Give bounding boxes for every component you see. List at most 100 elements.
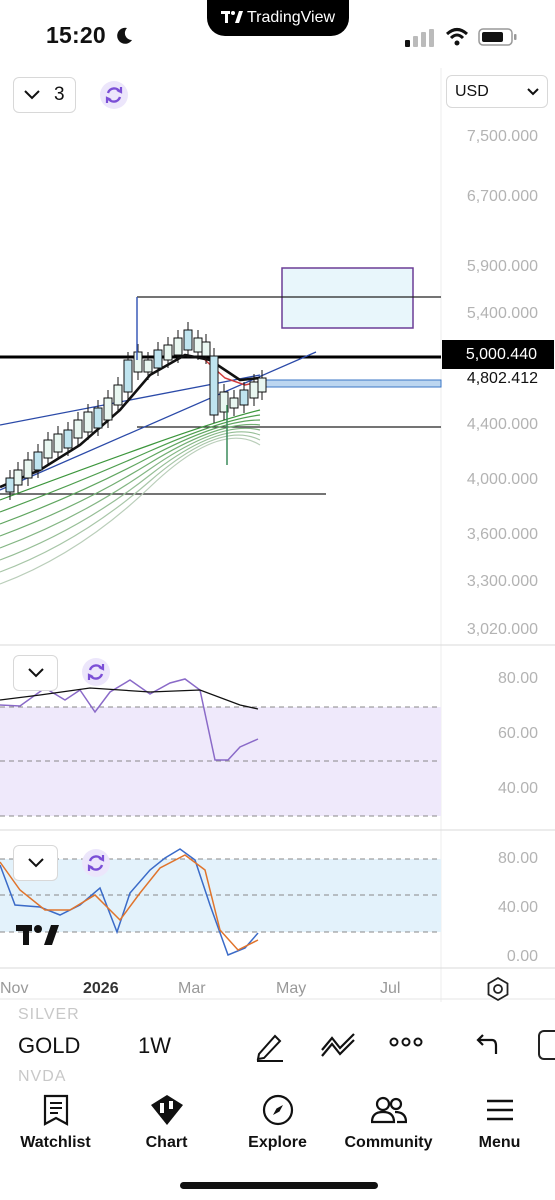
chart-icon <box>150 1095 183 1125</box>
price-axis-label: 6,700.000 <box>466 188 538 205</box>
time-axis-label: May <box>276 980 307 997</box>
price-axis-label: 7,500.000 <box>466 128 538 145</box>
candle-body <box>23 459 33 479</box>
sync-icon[interactable] <box>100 81 128 109</box>
nav-label: Watchlist <box>20 1134 91 1151</box>
home-indicator <box>180 1182 378 1189</box>
stoch-axis-label: 80.00 <box>497 850 538 867</box>
bottom-navigation: Watchlist Chart Explore Community Menu <box>0 1088 555 1160</box>
timeframe-selector[interactable]: 1W <box>138 1033 171 1058</box>
battery-icon <box>478 27 518 52</box>
price-axis-label: 4,000.000 <box>466 471 538 488</box>
indicators-icon[interactable] <box>320 1030 358 1063</box>
price-axis-label: 4,400.000 <box>466 416 538 433</box>
ribbon-line <box>0 414 261 513</box>
candle-body <box>103 397 113 421</box>
symbol-selector[interactable]: GOLD <box>18 1033 81 1058</box>
time-axis-label: Nov <box>0 980 29 997</box>
currency-select[interactable]: USD <box>446 75 548 108</box>
price-axis-label: 3,600.000 <box>466 526 538 543</box>
ribbon-line <box>0 434 261 573</box>
candle-body <box>133 351 143 373</box>
candle-body <box>93 407 103 429</box>
price-axis-label: 3,020.000 <box>466 621 538 638</box>
sync-icon[interactable] <box>82 849 110 877</box>
nav-menu[interactable]: Menu <box>444 1088 555 1160</box>
chevron-down-icon <box>527 87 539 95</box>
undo-icon[interactable] <box>472 1030 500 1063</box>
price-axis-label: 3,300.000 <box>466 573 538 590</box>
candle-body <box>219 391 229 413</box>
ribbon-line <box>0 409 261 501</box>
more-dots-icon[interactable] <box>388 1035 424 1054</box>
candle-body <box>63 429 73 449</box>
ribbon-line <box>0 419 261 525</box>
chart-settings-icon[interactable] <box>485 976 511 1007</box>
candle-body <box>53 433 63 453</box>
nav-watchlist[interactable]: Watchlist <box>0 1088 111 1160</box>
rsi-line <box>0 678 259 761</box>
chevron-down-icon <box>24 90 40 100</box>
moving-average-line <box>0 353 261 489</box>
trend-line <box>0 351 317 491</box>
rsi-axis-label: 40.00 <box>497 780 538 797</box>
status-time: 15:20 <box>46 22 106 48</box>
candle-body <box>193 337 203 353</box>
nav-label: Menu <box>478 1134 521 1151</box>
candle-body <box>153 349 163 369</box>
last-price-label: 4,802.412 <box>466 370 538 387</box>
nav-community[interactable]: Community <box>333 1088 444 1160</box>
time-axis-label: 2026 <box>83 980 119 997</box>
time-axis-label: Mar <box>178 980 206 997</box>
indicators-collapse-button[interactable]: 3 <box>13 77 76 113</box>
rsi-collapse-button[interactable] <box>13 655 58 691</box>
stoch-k-line <box>0 848 259 956</box>
tradingview-logo-icon <box>220 10 243 27</box>
candle-body <box>43 439 53 459</box>
chevron-down-icon <box>27 858 44 868</box>
candle-body <box>201 341 211 357</box>
stoch-axis-label: 40.00 <box>497 899 538 916</box>
target-box <box>281 267 414 329</box>
candle-body <box>143 359 153 373</box>
signal-icon <box>405 29 435 52</box>
candle-body <box>257 377 267 393</box>
candle-body <box>163 344 173 361</box>
nav-chart[interactable]: Chart <box>111 1088 222 1160</box>
time-axis-label: Jul <box>380 980 401 997</box>
candle-body <box>73 419 83 439</box>
compass-icon <box>262 1094 293 1126</box>
menu-icon <box>486 1099 513 1121</box>
nav-explore[interactable]: Explore <box>222 1088 333 1160</box>
app-name: TradingView <box>246 9 336 26</box>
nav-label: Explore <box>248 1134 307 1151</box>
stoch-d-line <box>0 854 259 951</box>
price-axis-label: 5,400.000 <box>466 305 538 322</box>
sync-icon[interactable] <box>82 658 110 686</box>
candle-body <box>173 337 183 356</box>
candle-body <box>113 384 123 406</box>
ghost-symbol-above[interactable]: SILVER <box>18 1006 80 1023</box>
nav-label: Chart <box>145 1134 188 1151</box>
indicator-count: 3 <box>54 84 65 105</box>
candle-body <box>33 451 43 471</box>
nav-label: Community <box>344 1134 433 1151</box>
candle-body <box>239 389 249 406</box>
rsi-axis-label: 60.00 <box>497 725 538 742</box>
price-chart[interactable] <box>0 68 555 1002</box>
last-price-band <box>257 379 442 388</box>
current-price-label: 5,000.440 <box>442 340 554 369</box>
candle-body <box>123 359 133 393</box>
app-pill: TradingView <box>207 0 349 36</box>
ribbon-line <box>0 437 261 585</box>
ribbon-line <box>0 431 261 561</box>
price-axis-label: 5,900.000 <box>466 258 538 275</box>
watchlist-icon <box>43 1094 68 1126</box>
tradingview-watermark-icon <box>16 923 60 952</box>
redo-icon[interactable] <box>538 1030 555 1060</box>
ghost-symbol-below[interactable]: NVDA <box>18 1068 67 1085</box>
stoch-collapse-button[interactable] <box>13 845 58 881</box>
community-icon <box>370 1096 407 1124</box>
drawing-pen-icon[interactable] <box>253 1028 287 1067</box>
candle-body <box>209 355 219 416</box>
